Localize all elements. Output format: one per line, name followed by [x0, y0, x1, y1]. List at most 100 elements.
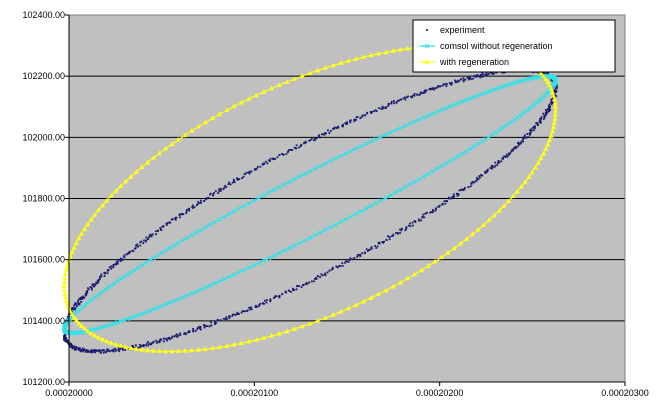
experiment-point — [533, 127, 536, 130]
comsol-point — [276, 250, 282, 256]
comsol-point — [246, 265, 252, 271]
comsol-point — [451, 102, 457, 108]
experiment-point — [271, 157, 274, 160]
regeneration-point — [552, 104, 558, 109]
experiment-point — [263, 163, 265, 165]
regeneration-point — [540, 150, 547, 156]
comsol-point — [363, 141, 369, 147]
regeneration-point — [353, 302, 359, 307]
experiment-point — [457, 80, 460, 83]
experiment-point — [255, 306, 258, 308]
regeneration-point — [62, 271, 69, 276]
regeneration-point — [216, 111, 223, 117]
comsol-point — [212, 219, 218, 225]
experiment-point — [288, 289, 291, 292]
experiment-point — [308, 139, 311, 142]
experiment-point — [432, 87, 434, 90]
experiment-point — [412, 224, 414, 227]
comsol-point — [241, 203, 247, 209]
regeneration-point — [506, 198, 512, 203]
comsol-point — [397, 187, 403, 193]
experiment-point — [369, 248, 372, 251]
experiment-point — [501, 157, 504, 160]
comsol-point — [471, 94, 477, 100]
comsol-point — [512, 117, 517, 123]
regeneration-point — [315, 318, 321, 323]
experiment-point — [244, 173, 246, 176]
experiment-point — [474, 180, 477, 183]
experiment-point — [555, 85, 558, 88]
comsol-point — [135, 265, 141, 271]
experiment-point — [158, 341, 161, 344]
comsol-point — [175, 296, 181, 302]
experiment-point — [171, 335, 174, 338]
experiment-point — [192, 207, 195, 209]
experiment-point — [430, 87, 433, 90]
experiment-point — [531, 126, 534, 129]
regeneration-point — [291, 326, 298, 331]
regeneration-point — [425, 263, 431, 268]
comsol-point — [167, 245, 173, 251]
experiment-point — [399, 228, 401, 231]
regeneration-point — [202, 346, 208, 351]
experiment-point — [534, 125, 536, 128]
regeneration-point — [390, 283, 396, 289]
regeneration-point — [404, 45, 411, 51]
experiment-point — [321, 133, 323, 136]
comsol-point — [193, 289, 199, 294]
comsol-point — [287, 179, 292, 185]
comsol-point — [468, 146, 473, 152]
regeneration-point — [538, 155, 544, 161]
regeneration-point — [261, 89, 267, 94]
experiment-point — [517, 141, 520, 144]
experiment-point — [121, 258, 124, 261]
experiment-point — [318, 134, 320, 137]
experiment-point — [176, 333, 178, 336]
regeneration-point — [79, 323, 85, 328]
experiment-point — [535, 122, 538, 125]
experiment-point — [228, 181, 230, 184]
legend-item: experiment — [426, 25, 485, 35]
comsol-point — [496, 85, 502, 91]
experiment-point — [364, 114, 367, 116]
experiment-point — [388, 238, 391, 241]
experiment-point — [296, 284, 298, 287]
experiment-point — [249, 308, 252, 311]
comsol-point — [189, 291, 194, 296]
regeneration-point — [62, 275, 68, 280]
experiment-point — [475, 179, 478, 182]
experiment-point — [116, 262, 119, 265]
experiment-point — [450, 197, 452, 200]
regeneration-point — [491, 212, 497, 218]
regeneration-point — [79, 231, 85, 236]
experiment-point — [344, 122, 347, 125]
regeneration-point — [175, 136, 181, 142]
legend-label: comsol without regeneration — [440, 41, 553, 51]
experiment-point — [550, 79, 553, 82]
regeneration-point — [383, 287, 389, 293]
experiment-point — [471, 181, 474, 184]
experiment-point — [467, 186, 470, 188]
experiment-point — [492, 72, 495, 75]
experiment-point — [139, 241, 142, 244]
experiment-point — [150, 235, 153, 238]
experiment-point — [74, 346, 76, 349]
comsol-point — [500, 125, 505, 131]
experiment-point — [96, 282, 99, 284]
experiment-point — [424, 212, 427, 215]
regeneration-point — [397, 46, 403, 52]
experiment-point — [370, 110, 373, 113]
experiment-point — [183, 332, 186, 335]
tick-labels: 101200.00 101400.00 101600.00 101800.00 1020… — [22, 10, 648, 398]
regeneration-point — [169, 348, 175, 354]
experiment-point — [151, 233, 154, 236]
experiment-point — [212, 193, 215, 196]
experiment-point — [555, 87, 558, 90]
experiment-point — [414, 221, 417, 223]
regeneration-point — [104, 197, 110, 203]
experiment-point — [381, 107, 384, 110]
regeneration-point — [299, 323, 305, 329]
regeneration-point — [81, 325, 88, 331]
experiment-point — [141, 344, 143, 347]
